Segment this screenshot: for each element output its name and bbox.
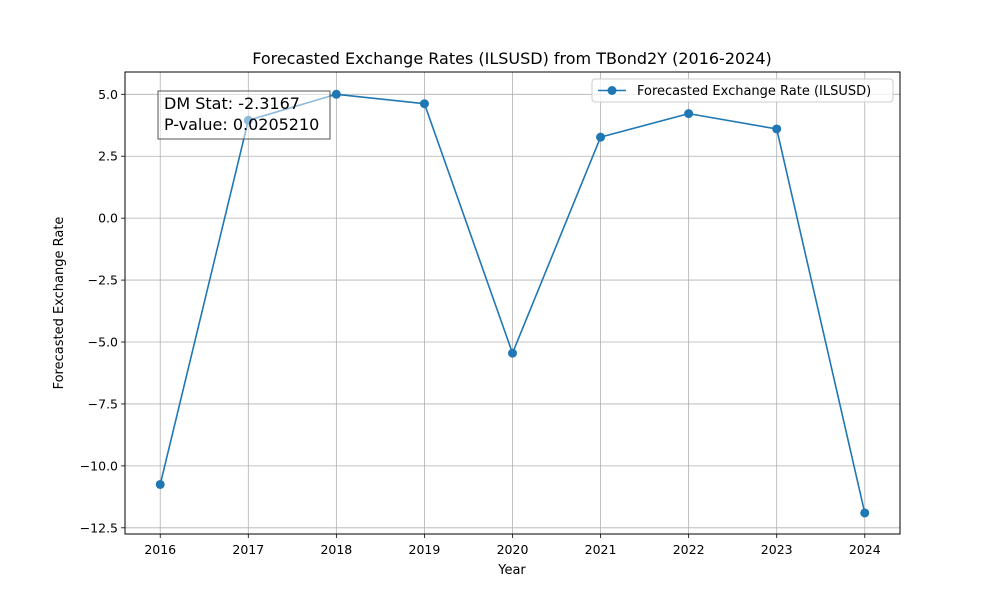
y-axis-label: Forecasted Exchange Rate [52,217,67,390]
y-tick-label: −10.0 [80,458,118,473]
dm-stat-text: DM Stat: -2.3167 [164,94,300,113]
y-tick-label: −7.5 [88,396,118,411]
x-tick-label: 2024 [849,542,881,557]
legend-box [591,78,894,103]
x-axis: 2016 2017 2018 2019 2020 2021 2022 2023 2024 [144,534,881,557]
x-tick-label: 2023 [761,542,793,557]
legend-marker [607,86,617,95]
x-tick-label: 2016 [144,542,176,557]
annotation-box [157,90,331,140]
data-point [684,109,694,119]
y-tick-label: −5.0 [88,335,118,350]
x-tick-label: 2017 [232,542,264,557]
x-tick-label: 2020 [497,542,529,557]
legend-label: Forecasted Exchange Rate (ILSUSD) [637,84,871,99]
x-tick-label: 2022 [673,542,705,557]
data-point [155,479,165,489]
y-tick-label: −12.5 [80,520,118,535]
legend: Forecasted Exchange Rate (ILSUSD) [591,78,894,103]
x-tick-label: 2021 [585,542,617,557]
y-tick-label: −2.5 [88,273,118,288]
x-axis-label: Year [497,563,526,578]
y-tick-label: 2.5 [98,149,118,164]
y-axis: 5.0 2.5 0.0 −2.5 −5.0 −7.5 −10.0 −12.5 [80,87,125,535]
y-tick-label: 0.0 [98,211,118,226]
x-tick-label: 2018 [320,542,352,557]
p-value-text: P-value: 0.0205210 [164,115,319,134]
x-tick-label: 2019 [409,542,441,557]
data-point [772,124,782,134]
data-point [331,89,341,99]
data-point [419,99,429,109]
data-point [508,348,517,358]
data-point [860,508,870,518]
stats-annotation: DM Stat: -2.3167 P-value: 0.0205210 [157,90,331,140]
data-point [596,132,606,142]
chart-title: Forecasted Exchange Rates (ILSUSD) from … [252,49,772,68]
y-tick-label: 5.0 [98,87,118,102]
